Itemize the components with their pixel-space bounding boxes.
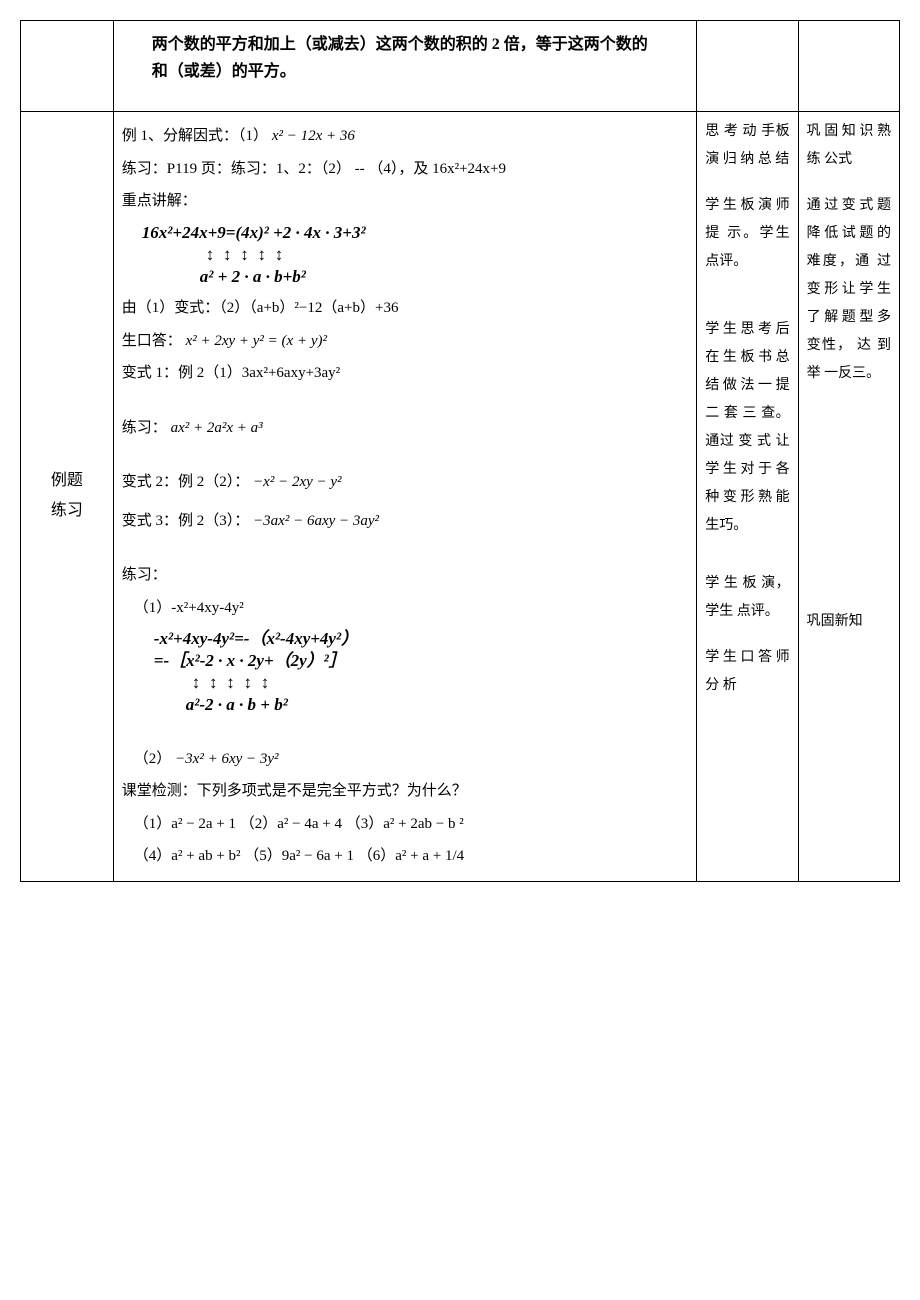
oral-label: 生口答： <box>122 333 182 349</box>
notes-cell: 巩 固 知 识 熟 练 公式 通 过 变 式 题 降 低 试 题 的难度，通 过… <box>798 112 899 881</box>
oral-answer: 生口答： x² + 2xy + y² = (x + y)² <box>122 327 689 356</box>
p3-arrows: ↕ ↕ ↕ ↕ ↕ <box>154 672 689 694</box>
p3-line1: -x²+4xy-4y²=-（x²-4xy+4y²） <box>154 628 689 650</box>
activity-p5: 学 生 口 答 师 分 析 <box>705 644 789 700</box>
p3-item2: （2） −3x² + 6xy − 3y² <box>122 745 689 774</box>
variant-1: 变式 1：例 2（1）3ax²+6axy+3ay² <box>122 359 689 388</box>
p3-formula-block: -x²+4xy-4y²=-（x²-4xy+4y²） =-［x²-2 · x · … <box>154 628 689 716</box>
row1-statement-cell: 两个数的平方和加上（或减去）这两个数的积的 2 倍，等于这两个数的和（或差）的平… <box>113 21 697 112</box>
practice-3-label: 练习： <box>122 561 689 590</box>
ex1-formula: x² − 12x + 36 <box>272 128 355 144</box>
key-explain-label: 重点讲解： <box>122 187 689 216</box>
main-content-cell: 例 1、分解因式：（1） x² − 12x + 36 练习：P119 页：练习：… <box>113 112 697 881</box>
classtest-label: 课堂检测：下列多项式是不是完全平方式？为什么？ <box>122 777 689 806</box>
activity-p2: 学 生 板 演 师 提 示。学生 点评。 <box>705 192 789 276</box>
section-label-2: 练习 <box>29 496 105 526</box>
activity-p4: 学 生 板 演，学生 点评。 <box>705 570 789 626</box>
table-row: 两个数的平方和加上（或减去）这两个数的积的 2 倍，等于这两个数的和（或差）的平… <box>21 21 900 112</box>
key-line2: a² + 2 · a · b+b² <box>142 266 689 288</box>
oral-formula: x² + 2xy + y² = (x + y)² <box>186 333 327 349</box>
p3-item2-label: （2） <box>134 751 172 767</box>
row1-col1 <box>21 21 114 112</box>
section-label-1: 例题 <box>29 466 105 496</box>
practice-2: 练习： ax² + 2a²x + a³ <box>122 414 689 443</box>
activity-cell: 思 考 动 手板 演 归 纳 总 结 学 生 板 演 师 提 示。学生 点评。 … <box>697 112 798 881</box>
activity-p1: 思 考 动 手板 演 归 纳 总 结 <box>705 118 789 174</box>
notes-p3: 巩固新知 <box>807 608 891 636</box>
p3-item1: （1）-x²+4xy-4y² <box>122 594 689 623</box>
var2-label: 变式 2：例 2（2）： <box>122 474 250 490</box>
p3-line3: a²-2 · a · b + b² <box>154 694 689 716</box>
p3-item2-formula: −3x² + 6xy − 3y² <box>175 751 279 767</box>
practice2-label: 练习： <box>122 420 167 436</box>
var3-label: 变式 3：例 2（3）： <box>122 513 250 529</box>
p3-line2: =-［x²-2 · x · 2y+（2y）²］ <box>154 650 689 672</box>
activity-p3: 学 生 思 考 后 在 生 板 书 总 结 做 法 一 提 二 套 三 查。通过… <box>705 316 789 540</box>
key-formula-block: 16x²+24x+9=(4x)² +2 · 4x · 3+3² ↕ ↕ ↕ ↕ … <box>142 222 689 288</box>
key-line1: 16x²+24x+9=(4x)² +2 · 4x · 3+3² <box>142 222 689 244</box>
ct-line2: （4）a² + ab + b² （5）9a² − 6a + 1 （6）a² + … <box>122 842 689 871</box>
var3-formula: −3ax² − 6axy − 3ay² <box>253 513 379 529</box>
ct-line1: （1）a² − 2a + 1 （2）a² − 4a + 4 （3）a² + 2a… <box>122 810 689 839</box>
variant-3: 变式 3：例 2（3）： −3ax² − 6axy − 3ay² <box>122 507 689 536</box>
notes-p1: 巩 固 知 识 熟 练 公式 <box>807 118 891 174</box>
table-row: 例题 练习 例 1、分解因式：（1） x² − 12x + 36 练习：P119… <box>21 112 900 881</box>
row1-col3 <box>697 21 798 112</box>
section-label-cell: 例题 练习 <box>21 112 114 881</box>
variant-from-1: 由（1）变式：（2）（a+b）²−12（a+b）+36 <box>122 294 689 323</box>
example-1: 例 1、分解因式：（1） x² − 12x + 36 <box>122 122 689 151</box>
lesson-plan-table: 两个数的平方和加上（或减去）这两个数的积的 2 倍，等于这两个数的和（或差）的平… <box>20 20 900 882</box>
row1-col4 <box>798 21 899 112</box>
ex1-label: 例 1、分解因式：（1） <box>122 128 268 144</box>
key-arrows: ↕ ↕ ↕ ↕ ↕ <box>142 244 689 266</box>
variant-2: 变式 2：例 2（2）： −x² − 2xy − y² <box>122 468 689 497</box>
key-statement: 两个数的平方和加上（或减去）这两个数的积的 2 倍，等于这两个数的和（或差）的平… <box>122 27 689 105</box>
var2-formula: −x² − 2xy − y² <box>253 474 342 490</box>
notes-p2: 通 过 变 式 题 降 低 试 题 的难度，通 过 变 形 让 学 生 了 解 … <box>807 192 891 388</box>
practice-1: 练习：P119 页：练习：1、2：（2） -- （4），及 16x²+24x+9 <box>122 155 689 184</box>
practice2-formula: ax² + 2a²x + a³ <box>171 420 263 436</box>
